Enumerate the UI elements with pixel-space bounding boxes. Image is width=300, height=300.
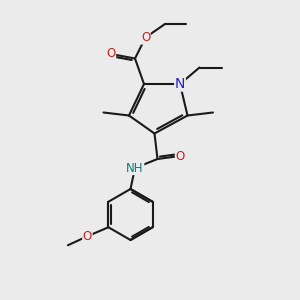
Text: O: O <box>83 230 92 243</box>
Text: O: O <box>106 47 116 61</box>
Text: O: O <box>141 31 150 44</box>
Text: NH: NH <box>126 161 144 175</box>
Text: N: N <box>175 77 185 91</box>
Text: O: O <box>176 149 184 163</box>
